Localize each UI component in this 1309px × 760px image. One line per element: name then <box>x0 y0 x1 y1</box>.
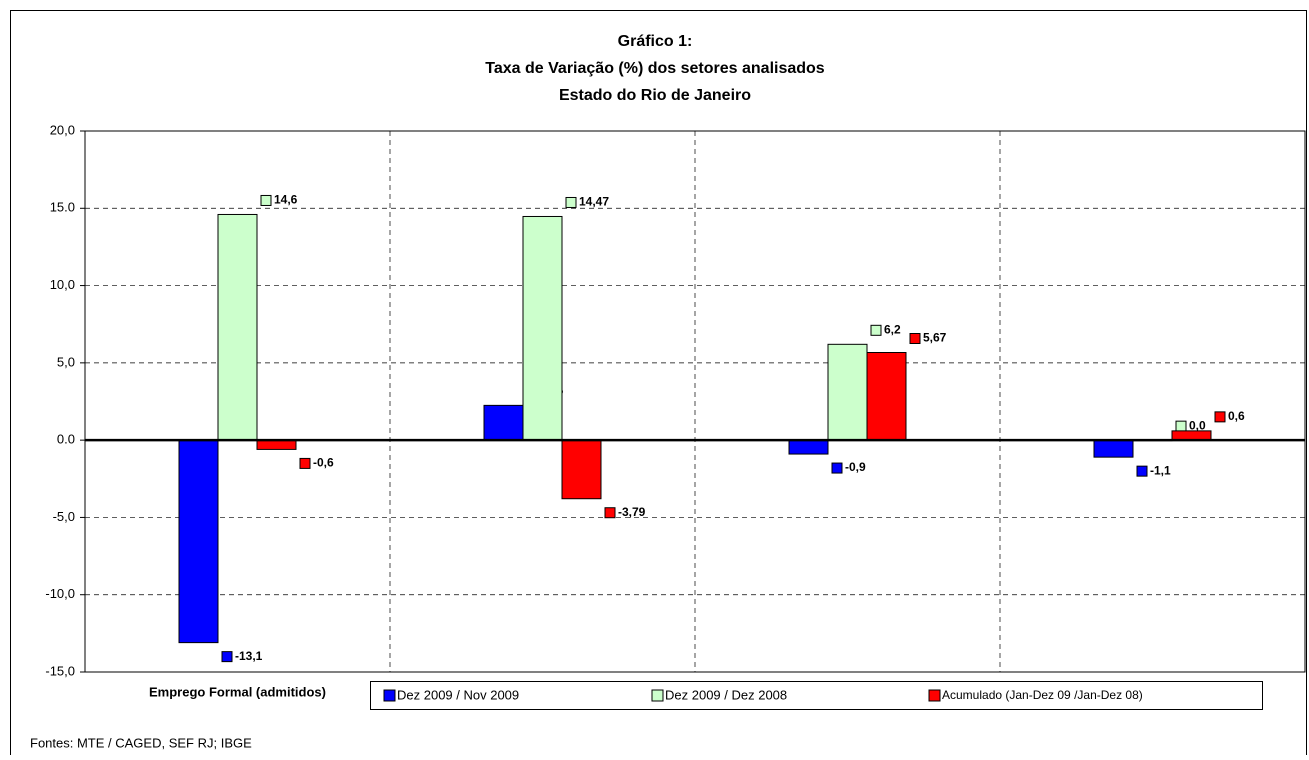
chart-frame <box>10 10 1307 760</box>
legend-swatch <box>928 689 941 702</box>
bar <box>522 215 563 441</box>
chart-title: Taxa de Variação (%) dos setores analisa… <box>485 60 825 77</box>
value-label: -0,9 <box>845 460 866 474</box>
value-label: -3,79 <box>618 505 646 519</box>
bar <box>866 352 907 441</box>
legend-box <box>370 681 1263 710</box>
y-tick-label: 20,0 <box>50 122 75 137</box>
value-label-key <box>221 651 233 663</box>
chart-title: Gráfico 1: <box>618 33 693 50</box>
bar <box>1171 430 1212 441</box>
bar <box>256 439 297 450</box>
legend-label: Acumulado (Jan-Dez 09 /Jan-Dez 08) <box>942 688 1143 702</box>
bar <box>1093 439 1134 458</box>
chart-title: Estado do Rio de Janeiro <box>559 87 751 104</box>
y-tick-label: 10,0 <box>50 277 75 292</box>
value-label-key <box>1214 411 1226 423</box>
value-label-key <box>565 196 577 208</box>
legend-swatch <box>651 689 664 702</box>
value-label: -1,1 <box>1150 463 1171 477</box>
value-label-key <box>909 333 921 345</box>
value-label-key <box>604 507 616 519</box>
value-label-key <box>870 324 882 336</box>
value-label: 14,6 <box>274 193 298 207</box>
value-label: -0,6 <box>313 456 334 470</box>
y-tick-label: -5,0 <box>53 509 75 524</box>
y-tick-label: 0.0 <box>57 432 75 447</box>
value-label: 5,67 <box>923 331 947 345</box>
value-label-key <box>1136 465 1148 477</box>
bar <box>483 404 524 441</box>
value-label-key <box>260 194 272 206</box>
legend-label: Dez 2009 / Dez 2008 <box>665 687 787 702</box>
value-label-key <box>299 457 311 469</box>
value-label: 14,47 <box>579 195 609 209</box>
value-label: 6,2 <box>884 322 901 336</box>
y-tick-label: -10,0 <box>45 586 75 601</box>
bar <box>827 343 868 441</box>
bar <box>178 439 219 644</box>
x-tick-label: Emprego Formal (admitidos) <box>149 684 326 699</box>
value-label: -13,1 <box>235 649 263 663</box>
value-label: 0,0 <box>1189 418 1206 432</box>
legend-swatch <box>383 689 396 702</box>
legend-label: Dez 2009 / Nov 2009 <box>397 687 519 702</box>
value-label: 0,6 <box>1228 409 1245 423</box>
y-tick-label: 5,0 <box>57 354 75 369</box>
y-tick-label: -15,0 <box>45 663 75 678</box>
bar <box>561 439 602 500</box>
y-tick-label: 15.0 <box>50 200 75 215</box>
value-label-key <box>1175 420 1187 432</box>
value-label-key <box>831 462 843 474</box>
source-note: Fontes: MTE / CAGED, SEF RJ; IBGE <box>30 735 252 750</box>
bar <box>217 213 258 441</box>
bar <box>788 439 829 455</box>
